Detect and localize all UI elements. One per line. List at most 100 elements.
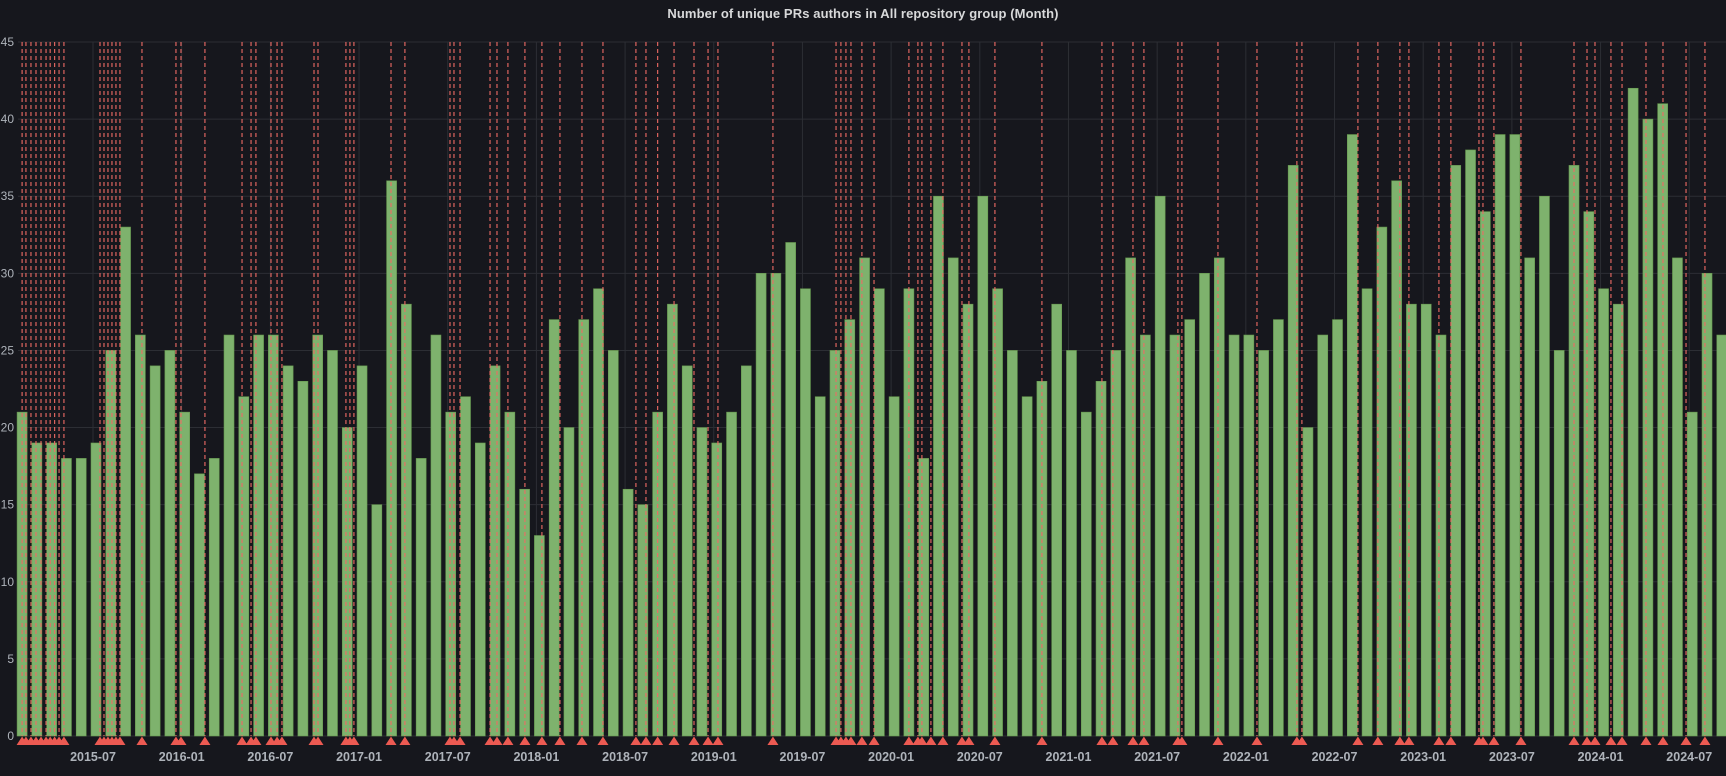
annotation-marker-icon[interactable] — [688, 736, 700, 746]
bar-2020-10[interactable] — [1021, 396, 1033, 737]
bar-2024-09[interactable] — [1716, 334, 1726, 737]
annotation-marker-icon[interactable] — [1433, 736, 1445, 746]
bar-2023-10[interactable] — [1553, 350, 1565, 737]
bar-2020-03[interactable] — [918, 458, 929, 737]
annotation-marker-icon[interactable] — [1212, 736, 1224, 746]
bar-2020-06[interactable] — [962, 303, 974, 737]
bar-2019-05[interactable] — [770, 273, 782, 737]
annotation-marker-icon[interactable] — [399, 736, 411, 746]
bar-2024-03[interactable] — [1627, 87, 1639, 737]
annotation-marker-icon[interactable] — [712, 736, 724, 746]
bar-2022-11[interactable] — [1391, 180, 1402, 737]
bar-2016-01[interactable] — [179, 411, 190, 737]
bar-2020-05[interactable] — [947, 257, 959, 737]
bar-2019-11[interactable] — [859, 257, 870, 737]
bar-2021-05[interactable] — [1125, 257, 1136, 737]
bar-2019-08[interactable] — [814, 396, 826, 737]
bar-2015-11[interactable] — [149, 365, 161, 737]
bar-2016-09[interactable] — [297, 380, 309, 737]
annotation-marker-icon[interactable] — [1176, 736, 1188, 746]
bar-2015-05[interactable] — [61, 458, 72, 737]
bar-2018-11[interactable] — [681, 365, 693, 737]
bar-2016-06[interactable] — [253, 334, 264, 737]
bar-2022-09[interactable] — [1361, 288, 1373, 737]
bar-2016-11[interactable] — [327, 350, 338, 737]
annotation-marker-icon[interactable] — [845, 736, 857, 746]
bar-2022-01[interactable] — [1243, 334, 1255, 737]
annotation-marker-icon[interactable] — [491, 736, 503, 746]
bar-2022-03[interactable] — [1273, 319, 1284, 737]
bar-2023-03[interactable] — [1450, 165, 1462, 737]
bar-2017-04[interactable] — [401, 303, 412, 737]
bar-2022-02[interactable] — [1258, 350, 1269, 737]
bar-2019-01[interactable] — [711, 442, 723, 737]
bar-2023-08[interactable] — [1524, 257, 1535, 737]
annotation-marker-icon[interactable] — [668, 736, 680, 746]
bar-2023-04[interactable] — [1465, 149, 1476, 737]
bar-2015-08[interactable] — [105, 350, 117, 737]
annotation-marker-icon[interactable] — [58, 736, 70, 746]
bar-2023-01[interactable] — [1420, 303, 1432, 737]
bar-2022-10[interactable] — [1376, 226, 1388, 737]
annotation-marker-icon[interactable] — [630, 736, 642, 746]
bar-2017-06[interactable] — [430, 334, 442, 737]
bar-2017-11[interactable] — [504, 411, 516, 737]
bar-2022-06[interactable] — [1317, 334, 1329, 737]
annotation-marker-icon[interactable] — [597, 736, 609, 746]
bar-2015-06[interactable] — [75, 458, 87, 737]
annotation-marker-icon[interactable] — [956, 736, 968, 746]
bar-2019-06[interactable] — [785, 242, 796, 737]
bar-2018-07[interactable] — [622, 488, 634, 737]
annotation-marker-icon[interactable] — [1138, 736, 1150, 746]
annotation-marker-icon[interactable] — [1372, 736, 1384, 746]
annotation-marker-icon[interactable] — [1657, 736, 1669, 746]
bar-2020-07[interactable] — [977, 195, 989, 737]
bar-2019-03[interactable] — [741, 365, 752, 737]
annotation-marker-icon[interactable] — [536, 736, 548, 746]
annotation-marker-icon[interactable] — [1699, 736, 1711, 746]
bar-2024-07[interactable] — [1686, 411, 1698, 737]
annotation-marker-icon[interactable] — [963, 736, 975, 746]
annotation-marker-icon[interactable] — [519, 736, 531, 746]
annotation-marker-icon[interactable] — [767, 736, 779, 746]
annotation-marker-icon[interactable] — [1568, 736, 1580, 746]
bar-2021-03[interactable] — [1095, 380, 1107, 737]
bar-2024-01[interactable] — [1598, 288, 1609, 737]
bar-2024-02[interactable] — [1613, 303, 1624, 737]
bar-2018-03[interactable] — [563, 427, 575, 737]
annotation-marker-icon[interactable] — [1616, 736, 1628, 746]
bar-2021-11[interactable] — [1213, 257, 1225, 737]
bar-2018-08[interactable] — [637, 504, 649, 737]
annotation-marker-icon[interactable] — [937, 736, 949, 746]
annotation-marker-icon[interactable] — [868, 736, 880, 746]
bar-2024-04[interactable] — [1642, 118, 1654, 737]
bar-2021-06[interactable] — [1140, 334, 1151, 737]
bar-2017-10[interactable] — [489, 365, 501, 737]
annotation-marker-icon[interactable] — [175, 736, 187, 746]
bar-2019-04[interactable] — [755, 273, 767, 737]
annotation-marker-icon[interactable] — [576, 736, 588, 746]
bar-2021-09[interactable] — [1184, 319, 1196, 737]
annotation-marker-icon[interactable] — [1589, 736, 1601, 746]
bar-2019-02[interactable] — [726, 411, 737, 737]
bar-2015-09[interactable] — [120, 226, 131, 737]
annotation-marker-icon[interactable] — [1515, 736, 1527, 746]
bar-2015-04[interactable] — [46, 442, 57, 737]
bar-2016-08[interactable] — [282, 365, 294, 737]
bar-2020-12[interactable] — [1051, 303, 1062, 737]
bar-2017-08[interactable] — [460, 396, 471, 737]
bar-2015-03[interactable] — [31, 442, 43, 737]
annotation-marker-icon[interactable] — [1394, 736, 1406, 746]
annotation-marker-icon[interactable] — [1352, 736, 1364, 746]
annotation-marker-icon[interactable] — [903, 736, 915, 746]
bar-2018-04[interactable] — [578, 319, 590, 737]
annotation-marker-icon[interactable] — [925, 736, 937, 746]
annotation-marker-icon[interactable] — [454, 736, 466, 746]
annotation-marker-icon[interactable] — [989, 736, 1001, 746]
bar-2021-01[interactable] — [1066, 350, 1077, 737]
annotation-marker-icon[interactable] — [916, 736, 928, 746]
bar-2019-09[interactable] — [829, 350, 841, 737]
bar-2023-09[interactable] — [1539, 195, 1550, 737]
bar-2017-05[interactable] — [415, 458, 427, 737]
